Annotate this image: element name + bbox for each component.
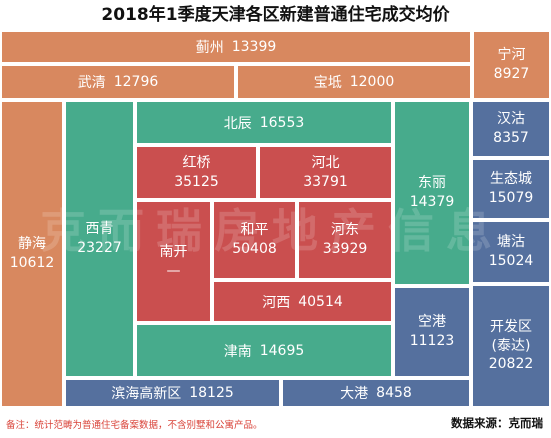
- region-value-label: 23227: [77, 240, 122, 256]
- region-value-label: 14695: [259, 342, 305, 359]
- region-cell: 空港 11123: [393, 286, 471, 378]
- region-cell: 生态城 15079: [471, 158, 551, 220]
- region-value-label: 14379: [409, 194, 455, 210]
- region-treemap: 蓟州 13399 宁河 8927 武清 12796 宝坻 12000 静海 10612 北辰 1655…: [0, 30, 551, 408]
- region-value-label: 15024: [488, 253, 534, 269]
- region-name-label: 北辰: [223, 115, 252, 132]
- region-value-label: 11123: [409, 333, 455, 349]
- footer: 备注：统计范畴为普通住宅备案数据，不含别墅和公寓产品。 数据来源：克而瑞: [0, 408, 551, 438]
- region-cell: 武清 12796: [0, 64, 236, 100]
- region-value-label: 8458: [376, 385, 412, 401]
- region-cell: 塘沽 15024: [471, 220, 551, 284]
- region-value-label: 13399: [231, 39, 277, 55]
- region-name-label: 汉沽: [496, 111, 525, 128]
- region-value-label: 12000: [349, 74, 395, 90]
- region-cell: 东丽 14379: [393, 100, 471, 286]
- region-name-label: 宁河: [497, 47, 526, 64]
- region-cell: 大港 8458: [281, 378, 471, 408]
- region-cell: 南开 —: [135, 200, 212, 323]
- region-cell: 宝坻 12000: [236, 64, 472, 100]
- region-name-label: 津南: [223, 343, 252, 360]
- region-cell: 开发区 (泰达) 20822: [471, 284, 551, 408]
- region-name-label: 南开: [159, 243, 188, 260]
- region-value-label: 16553: [259, 114, 305, 131]
- region-name-label: 滨海高新区: [111, 386, 182, 402]
- region-name-label: 生态城: [489, 171, 532, 188]
- region-name-label: 开发区: [489, 318, 532, 335]
- region-name-label: 宝坻: [313, 75, 342, 91]
- region-value-label: —: [166, 262, 181, 279]
- region-cell: 蓟州 13399: [0, 30, 472, 64]
- region-name-label: 西青: [85, 221, 114, 238]
- region-name-label: 静海: [17, 236, 46, 253]
- footnote: 备注：统计范畴为普通住宅备案数据，不含别墅和公寓产品。: [6, 420, 263, 431]
- region-cell: 河西 40514: [212, 280, 393, 323]
- region-name-label: 武清: [77, 75, 106, 91]
- region-name-label: (泰达): [491, 337, 531, 354]
- region-value-label: 35125: [174, 173, 219, 190]
- region-cell: 汉沽 8357: [471, 100, 551, 158]
- region-value-label: 50408: [232, 241, 277, 257]
- region-name-label: 河东: [330, 222, 359, 239]
- region-name-label: 和平: [240, 222, 269, 239]
- region-value-label: 33791: [303, 173, 348, 190]
- region-cell: 滨海高新区 18125: [64, 378, 281, 408]
- region-value-label: 18125: [189, 385, 234, 401]
- region-value-label: 20822: [488, 356, 534, 373]
- region-value-label: 8357: [493, 130, 529, 146]
- region-name-label: 红桥: [182, 154, 211, 171]
- region-name-label: 蓟州: [195, 40, 224, 56]
- region-cell: 河东 33929: [297, 200, 393, 280]
- region-name-label: 河西: [262, 294, 291, 311]
- region-cell: 津南 14695: [135, 323, 393, 378]
- region-name-label: 空港: [417, 314, 446, 331]
- region-name-label: 塘沽: [496, 234, 525, 251]
- region-cell: 河北 33791: [258, 145, 393, 200]
- region-value-label: 33929: [322, 241, 368, 257]
- region-cell: 西青 23227: [64, 100, 135, 378]
- region-value-label: 15079: [488, 190, 534, 206]
- region-name-label: 大港: [340, 386, 369, 402]
- data-source: 数据来源：克而瑞: [451, 416, 543, 430]
- region-cell: 静海 10612: [0, 100, 64, 408]
- region-name-label: 河北: [311, 154, 340, 171]
- region-value-label: 40514: [298, 293, 343, 310]
- region-name-label: 东丽: [417, 175, 446, 192]
- region-cell: 和平 50408: [212, 200, 297, 280]
- region-cell: 红桥 35125: [135, 145, 258, 200]
- chart-title: 2018年1季度天津各区新建普通住宅成交均价: [101, 5, 450, 25]
- region-cell: 北辰 16553: [135, 100, 393, 145]
- region-value-label: 8927: [493, 66, 530, 82]
- region-cell: 宁河 8927: [472, 30, 551, 100]
- region-value-label: 12796: [113, 74, 159, 90]
- region-value-label: 10612: [9, 255, 55, 271]
